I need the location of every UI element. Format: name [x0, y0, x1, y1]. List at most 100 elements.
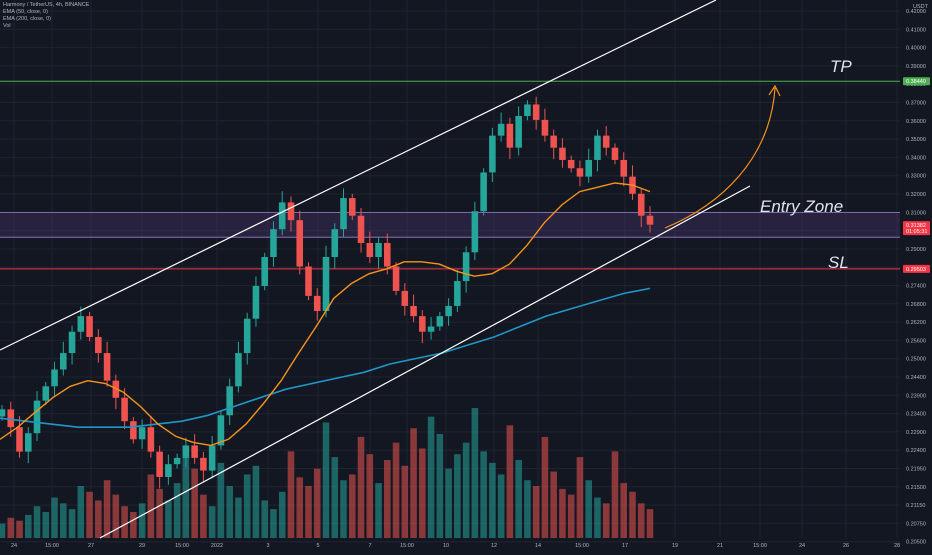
indicator-volume-label[interactable]: Vol	[3, 23, 11, 29]
volume-bar	[340, 480, 347, 538]
time-tick-label: 15:00	[753, 543, 767, 549]
volume-bar	[112, 494, 120, 538]
candle-body	[287, 202, 295, 221]
time-tick-label: 10	[443, 543, 449, 549]
candle-body	[322, 257, 330, 312]
candle-body	[68, 331, 76, 354]
volume-bar	[480, 451, 487, 538]
candle-body	[138, 427, 146, 440]
candle-body	[95, 337, 102, 354]
volume-bar	[278, 491, 286, 538]
volume-bar	[68, 509, 76, 538]
candle-body	[226, 386, 233, 416]
candle-body	[331, 229, 339, 258]
volume-bar	[42, 512, 50, 538]
candle-body	[489, 135, 496, 173]
indicator-ema200-label[interactable]: EMA (200, close, 0)	[3, 16, 51, 22]
candle-body	[252, 285, 260, 319]
price-tick-label: 0.20500	[906, 540, 926, 546]
time-tick-label: 21	[717, 543, 723, 549]
volume-bar	[602, 503, 610, 538]
volume-series	[0, 408, 654, 538]
volume-bar	[270, 509, 277, 538]
volume-bar	[629, 491, 636, 538]
time-tick-label: 29	[139, 543, 145, 549]
candle-body	[270, 229, 277, 258]
candle-body	[121, 397, 128, 422]
volume-bar	[506, 425, 514, 538]
price-tick-label: 0.24400	[906, 375, 926, 381]
volume-bar	[200, 494, 207, 538]
time-tick-label: 27	[88, 543, 94, 549]
price-tick-label: 0.31000	[906, 210, 926, 216]
candle-body	[0, 409, 6, 417]
chart-legend: Harmony / TetherUS, 4h, BINANCE EMA (50,…	[3, 2, 89, 30]
volume-bar	[60, 503, 67, 538]
candle-body	[313, 295, 321, 312]
volume-bar	[7, 517, 15, 538]
indicator-ema50-label[interactable]: EMA (50, close, 0)	[3, 9, 48, 15]
candle-body	[497, 123, 505, 136]
entry-zone-rect	[0, 212, 900, 238]
volume-bar	[366, 454, 374, 538]
candle-body	[261, 257, 268, 286]
volume-bar	[16, 520, 23, 538]
candle-body	[51, 369, 58, 387]
price-tag-value: 0.29503	[906, 267, 926, 273]
volume-bar	[313, 468, 321, 538]
volume-bar	[130, 512, 137, 538]
time-tick-label: 17	[622, 543, 628, 549]
volume-bar	[585, 480, 592, 538]
candle-body	[86, 316, 93, 338]
price-tick-label: 0.27400	[906, 284, 926, 290]
projection-arrow[interactable]	[664, 87, 776, 229]
time-tick-label: 15:00	[175, 543, 189, 549]
volume-bar	[348, 474, 356, 538]
volume-bar	[0, 523, 6, 538]
candle-body	[182, 445, 190, 458]
candle-body	[471, 211, 479, 253]
volume-bar	[401, 465, 409, 538]
candle-body	[60, 353, 67, 370]
candle-body	[33, 400, 41, 434]
volume-bar	[620, 483, 628, 538]
channel-lower-line[interactable]	[99, 185, 751, 539]
price-axis: USDT0.420000.410000.400000.390000.380000…	[900, 0, 932, 550]
price-tick-label: 0.42000	[906, 9, 926, 15]
price-tag-bg	[903, 77, 930, 86]
candle-body	[235, 353, 242, 387]
candle-body	[24, 433, 32, 452]
volume-bar	[331, 457, 339, 538]
grid-lines	[0, 0, 900, 543]
price-axis-currency: USDT	[913, 4, 929, 10]
candle-body	[42, 386, 50, 401]
candle-body	[7, 409, 15, 428]
volume-bar	[550, 471, 557, 538]
price-tick-label: 0.33000	[906, 174, 926, 180]
volume-bar	[138, 503, 146, 538]
candle-body	[243, 318, 251, 354]
candle-body	[392, 266, 400, 291]
candle-body	[567, 159, 575, 169]
candle-body	[410, 305, 417, 317]
price-tick-label: 0.25600	[906, 338, 926, 344]
volume-bar	[375, 483, 382, 538]
price-tick-label: 0.29000	[906, 247, 926, 253]
symbol-title[interactable]: Harmony / TetherUS, 4h, BINANCE	[3, 2, 90, 8]
candle-body	[594, 135, 601, 160]
price-tag-countdown: 01:05:31	[906, 229, 927, 235]
volume-bar	[357, 436, 365, 538]
volume-bar	[497, 474, 505, 538]
candle-body	[366, 242, 374, 258]
price-tick-label: 0.37000	[906, 101, 926, 107]
candle-body	[480, 172, 487, 212]
volume-bar	[576, 457, 584, 538]
price-tag-value: 0.38440	[906, 79, 926, 85]
candle-body	[506, 123, 514, 148]
candle-body	[156, 451, 163, 477]
channel-upper-line[interactable]	[0, 0, 717, 351]
candle-body	[611, 147, 619, 160]
volume-bar	[252, 465, 260, 538]
